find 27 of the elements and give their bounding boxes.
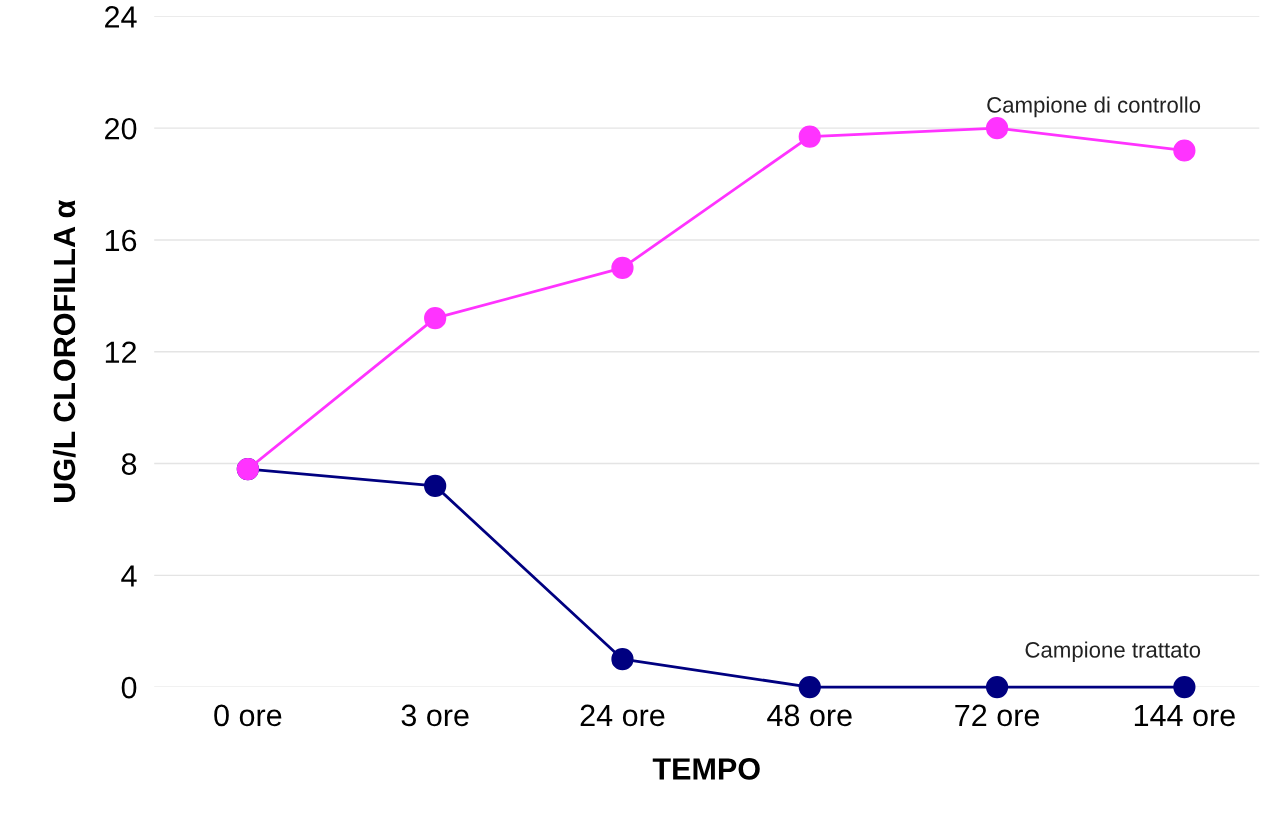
x-tick-label: 144 ore [1134, 704, 1235, 727]
y-tick-label: 16 [105, 229, 137, 252]
series-label: Campione trattato [1025, 641, 1201, 663]
point [611, 648, 634, 671]
y-tick-label: 24 [105, 6, 137, 28]
point [424, 307, 447, 330]
point [611, 256, 634, 280]
y-axis-title: UG/L CLOROFILLA α [52, 200, 76, 502]
point [985, 676, 1009, 699]
x-tick-label: 48 ore [767, 704, 852, 727]
series-label: Campione di controllo [987, 96, 1201, 118]
x-axis-title: TEMPO [652, 758, 760, 780]
point [985, 117, 1009, 140]
y-tick-label: 4 [121, 565, 137, 587]
x-tick-label: 72 ore [955, 704, 1040, 727]
point [798, 125, 821, 148]
y-tick-label: 0 [121, 676, 137, 699]
x-tick-label: 24 ore [580, 704, 665, 727]
y-tick-label: 20 [105, 117, 137, 140]
point [1173, 139, 1196, 162]
y-tick-label: 12 [105, 341, 136, 363]
point [798, 676, 821, 699]
x-tick-label: 3 ore [401, 704, 469, 727]
point [424, 474, 447, 498]
y-tick-label: 8 [121, 453, 137, 475]
x-tick-label: 0 ore [214, 704, 282, 727]
point [1173, 676, 1196, 699]
